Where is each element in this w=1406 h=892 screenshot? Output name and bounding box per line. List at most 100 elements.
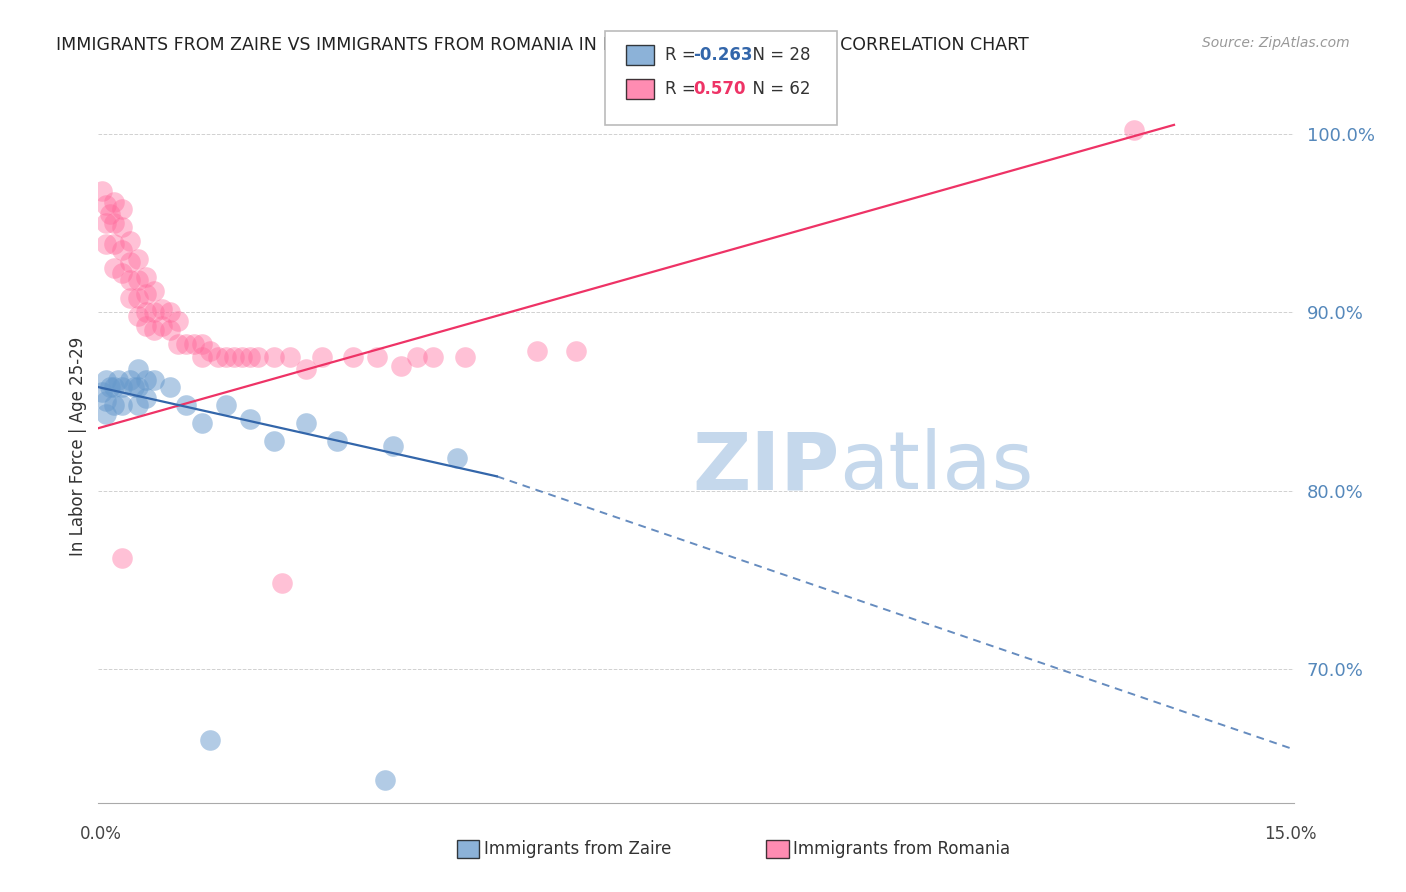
Point (96, 216, 118, 230)
Point (174, 337, 197, 351)
Point (91, 385, 114, 400)
Point (103, 194, 125, 209)
Point (127, 273, 149, 287)
Text: 0.570: 0.570 (693, 80, 745, 98)
Point (454, 350, 477, 364)
Point (135, 269, 157, 284)
Text: ZIP: ZIP (692, 428, 839, 507)
Text: 0.0%: 0.0% (80, 825, 122, 843)
Text: N = 28: N = 28 (742, 46, 811, 64)
Text: Immigrants from Zaire: Immigrants from Zaire (484, 840, 671, 858)
Point (422, 350, 444, 364)
Point (103, 216, 125, 230)
Point (96, 198, 118, 212)
Point (143, 284, 166, 298)
Point (366, 350, 388, 364)
Point (143, 323, 166, 337)
Text: Source: ZipAtlas.com: Source: ZipAtlas.com (1202, 36, 1350, 50)
Point (96, 407, 118, 421)
Point (207, 350, 229, 364)
Point (127, 309, 149, 323)
Point (270, 576, 292, 591)
Point (215, 350, 238, 364)
Text: N = 62: N = 62 (742, 80, 811, 98)
Point (120, 273, 142, 287)
Point (389, 359, 412, 373)
Point (374, 772, 396, 787)
Point (198, 733, 221, 747)
Point (96, 237, 118, 252)
Point (191, 350, 214, 364)
Point (111, 398, 134, 412)
Text: -0.263: -0.263 (693, 46, 752, 64)
Point (565, 344, 588, 359)
Point (183, 337, 205, 351)
Point (111, 266, 134, 280)
Point (406, 350, 429, 364)
Point (342, 350, 364, 364)
Point (135, 373, 157, 387)
Point (278, 350, 301, 364)
Point (103, 237, 125, 252)
Point (120, 373, 142, 387)
Point (103, 260, 125, 275)
Point (127, 291, 149, 305)
Point (143, 373, 166, 387)
Point (127, 380, 149, 394)
Point (239, 412, 262, 426)
Point (111, 202, 134, 216)
Point (120, 291, 142, 305)
Point (191, 416, 214, 430)
Point (120, 234, 142, 248)
Point (159, 305, 181, 319)
Text: Immigrants from Romania: Immigrants from Romania (793, 840, 1010, 858)
Point (135, 391, 157, 405)
Point (135, 305, 157, 319)
Point (191, 337, 214, 351)
Point (127, 252, 149, 266)
Text: IMMIGRANTS FROM ZAIRE VS IMMIGRANTS FROM ROMANIA IN LABOR FORCE | AGE 25-29 CORR: IMMIGRANTS FROM ZAIRE VS IMMIGRANTS FROM… (56, 36, 1029, 54)
Point (167, 337, 190, 351)
Point (246, 350, 269, 364)
Point (111, 551, 134, 566)
Point (96, 394, 118, 409)
Text: 15.0%: 15.0% (1264, 825, 1317, 843)
Point (382, 439, 405, 453)
Point (294, 362, 316, 376)
Point (111, 380, 134, 394)
Text: R =: R = (665, 46, 702, 64)
Point (167, 314, 190, 328)
Point (150, 301, 173, 316)
Point (103, 380, 125, 394)
Point (239, 350, 262, 364)
Point (150, 319, 173, 334)
Text: atlas: atlas (839, 428, 1033, 507)
Point (159, 380, 181, 394)
Point (103, 398, 125, 412)
Point (96, 373, 118, 387)
Point (91, 184, 114, 198)
Point (111, 243, 134, 257)
Point (159, 323, 181, 337)
Point (231, 350, 253, 364)
Point (174, 398, 197, 412)
Point (120, 255, 142, 269)
Point (446, 451, 468, 466)
Point (98, 380, 122, 394)
Text: R =: R = (665, 80, 706, 98)
Point (135, 319, 157, 334)
Point (98, 207, 122, 221)
Point (222, 350, 245, 364)
Point (1123, 123, 1146, 137)
Point (107, 373, 129, 387)
Point (263, 434, 285, 448)
Y-axis label: In Labor Force | Age 25-29: In Labor Force | Age 25-29 (69, 336, 87, 556)
Point (294, 416, 316, 430)
Point (198, 344, 221, 359)
Point (124, 380, 146, 394)
Point (263, 350, 285, 364)
Point (127, 362, 149, 376)
Point (127, 398, 149, 412)
Point (111, 219, 134, 234)
Point (326, 434, 349, 448)
